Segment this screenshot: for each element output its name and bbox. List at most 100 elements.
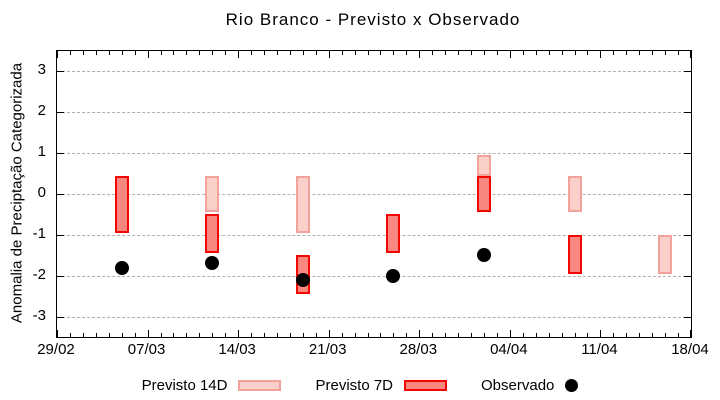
x-tick-major — [328, 330, 330, 337]
x-tick-minor — [134, 51, 136, 55]
x-tick-label: 29/02 — [37, 341, 75, 358]
x-tick-minor — [289, 333, 291, 337]
observado-point — [386, 268, 401, 283]
y-tick-left — [57, 194, 64, 195]
legend-label-observado: Observado — [481, 376, 555, 394]
plot-area — [56, 50, 692, 338]
y-tick-right — [684, 71, 691, 73]
x-tick-label: 07/03 — [127, 341, 166, 358]
x-tick-major — [328, 51, 330, 58]
x-tick-minor — [251, 333, 253, 337]
x-tick-minor — [587, 51, 589, 55]
x-tick-minor — [678, 333, 680, 337]
y-tick-label: -1 — [32, 224, 46, 242]
previsto-7d-swatch-icon — [404, 379, 448, 391]
x-tick-minor — [522, 333, 524, 337]
previsto-14d-bar — [205, 175, 220, 213]
grid-line — [57, 153, 691, 155]
x-tick-minor — [160, 333, 162, 337]
x-tick-minor — [264, 51, 266, 55]
x-tick-minor — [69, 333, 71, 337]
x-tick-minor — [561, 333, 563, 337]
x-tick-minor — [483, 51, 485, 55]
grid-line — [57, 71, 691, 73]
x-tick-minor — [289, 51, 291, 55]
x-tick-minor — [406, 51, 408, 55]
previsto-7d-bar — [476, 175, 491, 213]
y-tick-right — [684, 112, 691, 114]
previsto-14d-bar — [658, 234, 673, 274]
y-tick-left — [57, 275, 64, 277]
x-tick-minor — [445, 51, 447, 55]
x-tick-minor — [522, 51, 524, 55]
observado-point — [476, 248, 491, 263]
x-tick-minor — [199, 51, 201, 55]
x-tick-minor — [367, 333, 369, 337]
y-tick-left — [57, 112, 64, 114]
x-tick-label: 04/04 — [490, 341, 528, 358]
x-tick-minor — [276, 333, 278, 337]
x-tick-minor — [160, 51, 162, 55]
x-tick-minor — [108, 333, 110, 337]
x-tick-minor — [341, 51, 343, 55]
legend-item-previsto-14d: Previsto 14D — [142, 377, 282, 394]
x-tick-minor — [613, 51, 615, 55]
x-tick-minor — [574, 51, 576, 55]
x-tick-minor — [432, 51, 434, 55]
x-tick-minor — [367, 51, 369, 55]
x-tick-major — [238, 330, 240, 337]
x-tick-minor — [302, 51, 304, 55]
x-tick-minor — [496, 333, 498, 337]
grid-line — [57, 316, 691, 318]
x-tick-minor — [458, 51, 460, 55]
x-tick-minor — [406, 333, 408, 337]
x-tick-minor — [496, 51, 498, 55]
x-tick-minor — [186, 51, 188, 55]
x-tick-label: 28/03 — [399, 341, 438, 358]
x-tick-minor — [535, 333, 537, 337]
previsto-14d-swatch-icon — [238, 379, 282, 391]
x-tick-minor — [354, 51, 356, 55]
x-tick-label: 14/03 — [218, 341, 256, 358]
x-tick-minor — [302, 333, 304, 337]
x-tick-minor — [186, 333, 188, 337]
x-tick-label: 21/03 — [308, 341, 347, 358]
x-tick-minor — [69, 51, 71, 55]
legend: Previsto 14D Previsto 7D Observado — [0, 374, 720, 396]
x-tick-major — [690, 51, 691, 58]
x-tick-minor — [548, 333, 550, 337]
y-tick-left — [57, 234, 64, 236]
x-tick-major — [690, 330, 691, 337]
x-tick-minor — [212, 333, 214, 337]
y-tick-right — [684, 316, 691, 318]
legend-item-observado: Observado — [481, 376, 579, 394]
grid-line — [57, 234, 691, 236]
grid-line — [57, 275, 691, 277]
x-tick-minor — [393, 51, 395, 55]
x-tick-minor — [199, 333, 201, 337]
x-tick-major — [509, 330, 511, 337]
legend-label-previsto-14d: Previsto 14D — [141, 376, 228, 394]
legend-item-previsto-7d: Previsto 7D — [315, 376, 448, 394]
x-tick-minor — [445, 333, 447, 337]
x-tick-major — [509, 51, 511, 58]
y-tick-left — [57, 153, 64, 155]
x-tick-minor — [574, 333, 576, 337]
legend-label-previsto-7d: Previsto 7D — [315, 376, 394, 394]
x-tick-minor — [354, 333, 356, 337]
previsto-14d-bar — [567, 175, 582, 213]
previsto-7d-bar — [567, 234, 582, 274]
x-tick-minor — [471, 51, 473, 55]
x-tick-minor — [639, 51, 641, 55]
x-tick-label: 18/04 — [671, 341, 709, 358]
grid-line — [57, 112, 691, 114]
y-tick-label: 3 — [37, 61, 46, 79]
y-tick-right — [684, 234, 691, 236]
observado-point — [114, 260, 129, 275]
x-tick-minor — [82, 51, 84, 55]
x-tick-minor — [225, 333, 227, 337]
observado-point — [295, 272, 310, 287]
x-tick-minor — [380, 51, 382, 55]
y-tick-right — [684, 194, 691, 195]
x-tick-minor — [251, 51, 253, 55]
